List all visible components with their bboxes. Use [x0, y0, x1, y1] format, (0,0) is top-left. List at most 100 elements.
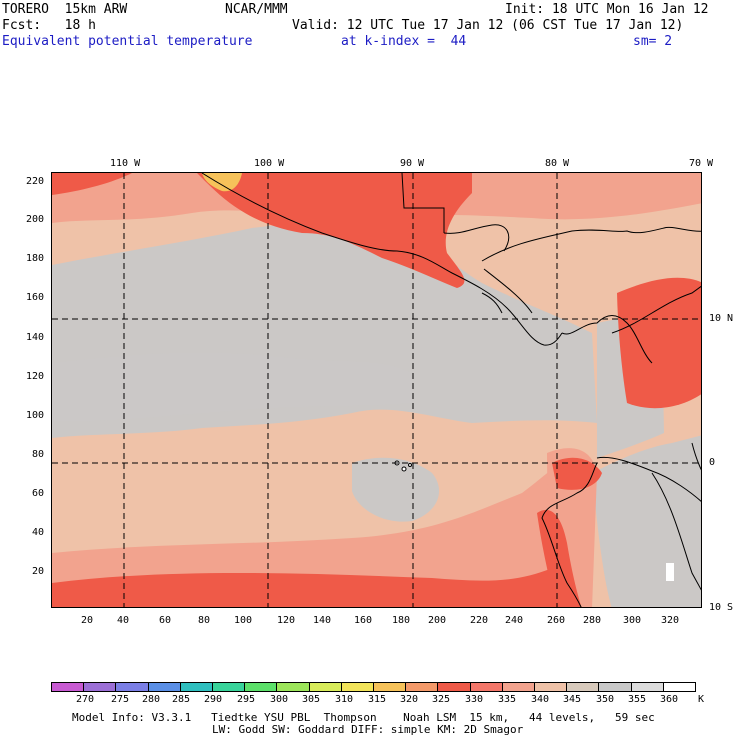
x-tick-label: 320	[661, 615, 680, 626]
colorbar-label: 290	[204, 694, 223, 705]
colorbar-swatch	[502, 683, 536, 691]
lon-label-100w: 100 W	[254, 158, 285, 169]
y-tick-label: 20	[32, 566, 45, 577]
y-tick-label: 220	[26, 176, 45, 187]
colorbar-swatch	[116, 683, 149, 691]
valid-time: Valid: 12 UTC Tue 17 Jan 12 (06 CST Tue …	[292, 18, 684, 33]
salmon-band-south	[52, 463, 564, 607]
colorbar-label: 280	[142, 694, 161, 705]
red-mexico-corner	[52, 173, 132, 195]
colorbar-label: 345	[563, 694, 582, 705]
coastlines	[201, 173, 701, 607]
gray-band-mid	[52, 352, 412, 422]
x-tick-label: 140	[313, 615, 332, 626]
colorbar-swatch	[535, 683, 568, 691]
lon-label-90w: 90 W	[400, 158, 425, 169]
y-tick-label: 60	[32, 488, 45, 499]
k-index-label: at k-index = 44	[341, 34, 467, 49]
colorbar-unit: K	[698, 694, 705, 705]
colorbar-swatch	[309, 683, 342, 691]
colorbar-swatch	[245, 683, 278, 691]
colorbar-swatch	[341, 683, 375, 691]
colorbar-swatch	[470, 683, 503, 691]
colorbar-swatch	[277, 683, 310, 691]
x-tick-label: 260	[547, 615, 566, 626]
colorbar-label: 275	[111, 694, 130, 705]
theta-e-map	[51, 172, 702, 608]
y-tick-label: 200	[26, 214, 45, 225]
y-tick-label: 160	[26, 292, 45, 303]
lat-label-10n: 10 N	[709, 313, 734, 324]
x-tick-label: 300	[623, 615, 642, 626]
y-tick-label: 40	[32, 527, 45, 538]
y-tick-label: 80	[32, 449, 45, 460]
lat-label-10s: 10 S	[709, 602, 734, 613]
x-tick-label: 200	[428, 615, 447, 626]
colorbar-label: 300	[270, 694, 289, 705]
red-colombia	[617, 277, 701, 409]
colorbar-swatch	[148, 683, 181, 691]
x-tick-label: 220	[470, 615, 489, 626]
colorbar-swatch	[663, 683, 696, 691]
x-tick-label: 40	[117, 615, 130, 626]
colorbar-swatch	[374, 683, 407, 691]
colorbar-label: 325	[432, 694, 451, 705]
colorbar	[51, 682, 696, 692]
colorbar-swatch	[52, 683, 85, 691]
x-tick-label: 60	[159, 615, 172, 626]
lon-label-80w: 80 W	[545, 158, 570, 169]
colorbar-swatch	[631, 683, 664, 691]
smoothing-label: sm= 2	[633, 34, 673, 49]
y-tick-label: 120	[26, 371, 45, 382]
colorbar-label: 350	[596, 694, 615, 705]
colorbar-label: 320	[400, 694, 419, 705]
model-info-line2: LW: Godd SW: Goddard DIFF: simple KM: 2D…	[212, 723, 524, 736]
colorbar-label: 335	[498, 694, 517, 705]
lat-label-0: 0	[709, 457, 716, 468]
white-patch-andes	[666, 563, 674, 581]
x-tick-label: 20	[81, 615, 94, 626]
x-tick-label: 80	[198, 615, 211, 626]
gray-patch-galapagos	[352, 457, 440, 522]
x-tick-label: 160	[354, 615, 373, 626]
x-tick-label: 120	[277, 615, 296, 626]
colorbar-label: 295	[237, 694, 256, 705]
colorbar-swatch	[438, 683, 471, 691]
x-tick-label: 280	[583, 615, 602, 626]
colorbar-swatch	[84, 683, 117, 691]
colorbar-swatch	[567, 683, 600, 691]
colorbar-label: 270	[76, 694, 95, 705]
colorbar-swatch	[599, 683, 632, 691]
colorbar-label: 360	[660, 694, 679, 705]
yellow-hot-spot	[202, 173, 242, 192]
init-time: Init: 18 UTC Mon 16 Jan 12	[505, 2, 709, 17]
colorbar-label: 285	[172, 694, 191, 705]
colorbar-label: 340	[531, 694, 550, 705]
colorbar-swatch	[180, 683, 214, 691]
institution-label: NCAR/MMM	[225, 2, 288, 17]
lon-label-110w: 110 W	[110, 158, 141, 169]
map-canvas	[52, 173, 701, 607]
x-tick-label: 100	[234, 615, 253, 626]
model-run-title: TORERO 15km ARW	[2, 2, 128, 17]
colorbar-label: 315	[368, 694, 387, 705]
red-peru-coast	[537, 509, 582, 607]
field-name: Equivalent potential temperature	[2, 34, 253, 49]
colorbar-swatch	[406, 683, 439, 691]
forecast-hour: Fcst: 18 h	[2, 18, 96, 33]
galapagos-islands	[394, 460, 412, 472]
colorbar-label: 355	[628, 694, 647, 705]
y-tick-label: 140	[26, 332, 45, 343]
colorbar-label: 310	[335, 694, 354, 705]
colorbar-label: 305	[302, 694, 321, 705]
colorbar-swatch	[213, 683, 246, 691]
lon-label-70w: 70 W	[689, 158, 714, 169]
x-tick-label: 240	[505, 615, 524, 626]
red-band-south	[52, 568, 581, 607]
y-tick-label: 100	[26, 410, 45, 421]
y-tick-label: 180	[26, 253, 45, 264]
lat-lon-grid	[52, 173, 701, 607]
colorbar-label: 330	[465, 694, 484, 705]
model-info-line1: Model Info: V3.3.1 Tiedtke YSU PBL Thomp…	[72, 711, 655, 724]
x-tick-label: 180	[392, 615, 411, 626]
